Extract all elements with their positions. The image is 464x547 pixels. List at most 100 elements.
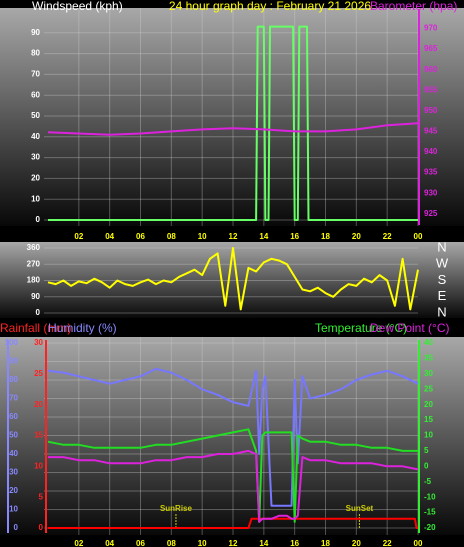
series-line (47, 367, 419, 507)
compass-label: E (438, 288, 447, 303)
series-line (48, 449, 419, 523)
compass-label: W (436, 256, 449, 271)
y-tick-label: 30 (34, 338, 43, 347)
x-tick-label: 20 (352, 232, 361, 241)
series-label: Dew Point (°C) (370, 321, 449, 335)
compass-label: N (437, 239, 446, 254)
series-label: Barometer (hpa) (370, 0, 457, 13)
y-tick-label: 40 (9, 449, 18, 458)
y-tick-label: 60 (9, 412, 18, 421)
y-tick-label: 80 (9, 375, 18, 384)
y-tick-label: 925 (424, 209, 438, 218)
y-tick-label: 5 (424, 446, 429, 455)
series-line (48, 25, 418, 221)
y-tick-label: 935 (424, 168, 438, 177)
y-tick-label: 25 (424, 384, 433, 393)
x-tick-label: 02 (74, 232, 83, 241)
y-tick-label: 70 (31, 70, 40, 79)
x-tick-label: 06 (136, 232, 145, 241)
y-tick-label: 970 (424, 24, 438, 33)
y-tick-label: 270 (27, 259, 41, 268)
annotation-label: SunSet (346, 504, 374, 513)
y-tick-label: 930 (424, 188, 438, 197)
chart-title: 24 hour graph day : February 21 2026 (169, 0, 371, 13)
y-tick-label: 955 (424, 85, 438, 94)
y-tick-label: 10 (424, 431, 433, 440)
y-tick-label: 15 (424, 415, 433, 424)
x-tick-label: 00 (414, 539, 423, 547)
series-line (47, 428, 418, 523)
x-tick-label: 18 (321, 232, 330, 241)
y-tick-label: 0 (424, 461, 429, 470)
y-tick-label: -20 (424, 523, 436, 532)
y-tick-label: 940 (424, 147, 438, 156)
y-tick-label: 50 (9, 431, 18, 440)
y-tick-label: 965 (424, 44, 438, 53)
y-tick-label: 180 (27, 276, 41, 285)
y-tick-label: 90 (9, 357, 18, 366)
compass-label: S (438, 272, 447, 287)
y-tick-label: 50 (31, 111, 40, 120)
x-tick-label: 20 (352, 539, 361, 547)
x-tick-label: 02 (74, 539, 83, 547)
plot-background (0, 8, 464, 226)
y-tick-label: 0 (36, 215, 41, 224)
x-tick-label: 16 (290, 539, 299, 547)
x-tick-label: 04 (105, 539, 114, 547)
y-tick-label: 10 (34, 461, 43, 470)
y-tick-label: 360 (27, 243, 41, 252)
y-tick-label: 90 (31, 292, 40, 301)
x-tick-label: 22 (383, 232, 392, 241)
x-tick-label: 12 (229, 232, 238, 241)
y-tick-label: 30 (424, 369, 433, 378)
series-label: Temperature (°C) (315, 321, 407, 335)
y-tick-label: 945 (424, 127, 438, 136)
y-tick-label: 20 (34, 400, 43, 409)
y-tick-label: 0 (36, 308, 41, 317)
series-label: Humidity (%) (48, 321, 117, 335)
y-tick-label: 40 (31, 132, 40, 141)
series-line (47, 247, 419, 311)
y-tick-label: 0 (39, 523, 44, 532)
x-tick-label: 08 (167, 232, 176, 241)
y-tick-label: 20 (31, 174, 40, 183)
y-tick-label: 30 (31, 153, 40, 162)
x-tick-label: 22 (383, 539, 392, 547)
y-tick-label: 15 (34, 431, 43, 440)
x-tick-label: 04 (105, 232, 114, 241)
x-tick-label: 16 (290, 232, 299, 241)
series-label: Rainfall (mm) (0, 321, 71, 335)
y-tick-label: -10 (424, 492, 436, 501)
x-tick-label: 14 (259, 539, 268, 547)
x-tick-label: 12 (229, 539, 238, 547)
compass-label: N (437, 304, 446, 319)
y-tick-label: 0 (14, 523, 19, 532)
x-tick-label: 10 (198, 539, 207, 547)
x-tick-label: 06 (136, 539, 145, 547)
series-label: Windspeed (kph) (32, 0, 123, 13)
x-tick-label: 14 (259, 232, 268, 241)
x-tick-label: 10 (198, 232, 207, 241)
x-tick-label: 00 (414, 232, 423, 241)
y-tick-label: 25 (34, 369, 43, 378)
y-tick-label: 70 (9, 394, 18, 403)
y-tick-label: 960 (424, 65, 438, 74)
y-tick-label: 100 (5, 338, 19, 347)
y-tick-label: 950 (424, 106, 438, 115)
y-tick-label: 90 (31, 28, 40, 37)
y-tick-label: -15 (424, 508, 436, 517)
series-line (48, 517, 418, 529)
x-tick-label: 18 (321, 539, 330, 547)
y-tick-label: 35 (424, 354, 433, 363)
y-tick-label: -5 (424, 477, 432, 486)
y-tick-label: 30 (9, 468, 18, 477)
series-line (47, 122, 419, 136)
y-tick-label: 60 (31, 90, 40, 99)
x-tick-label: 08 (167, 539, 176, 547)
y-tick-label: 10 (9, 505, 18, 514)
y-tick-label: 40 (424, 338, 433, 347)
annotation-label: SunRise (160, 504, 193, 513)
y-tick-label: 5 (39, 492, 44, 501)
y-tick-label: 20 (424, 400, 433, 409)
